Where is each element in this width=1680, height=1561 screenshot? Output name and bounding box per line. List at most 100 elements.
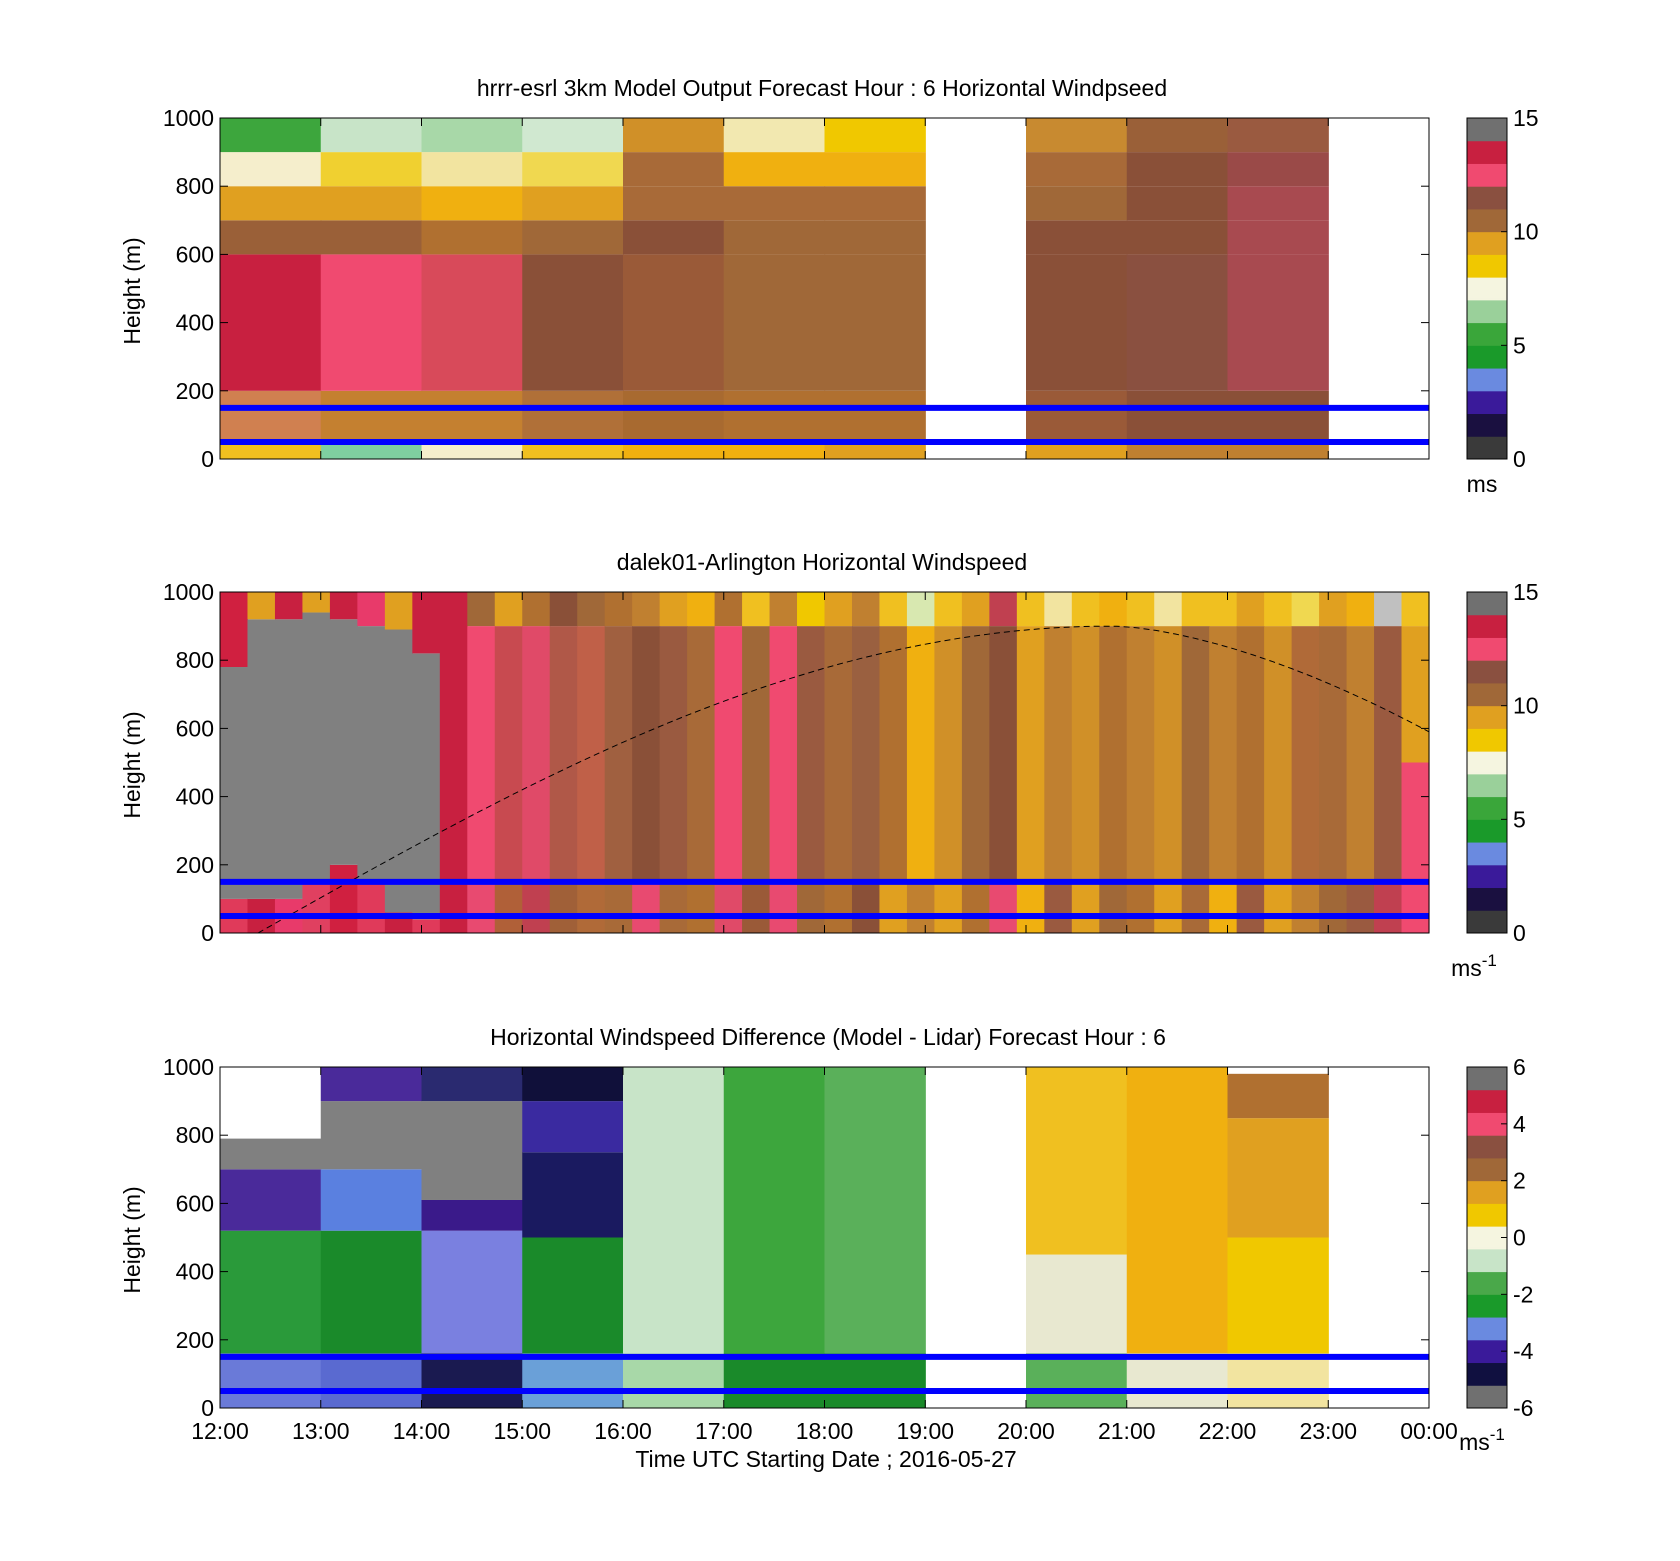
model-cell [623,254,725,391]
difference-colorbar-swatch [1467,1169,1507,1173]
difference-colorbar-swatch [1467,1130,1507,1134]
difference-colorbar-swatch [1467,1314,1507,1318]
lidar-colorbar-swatch [1467,712,1507,716]
lidar-colorbar-swatch [1467,837,1507,841]
lidar-colorbar-swatch [1467,732,1507,736]
lidar-cell [522,881,551,933]
lidar-cell [906,626,936,882]
lidar-colorbar-swatch [1467,830,1507,834]
lidar-cell [412,653,441,920]
lidar-cell [1319,592,1348,627]
lidar-cell [797,626,826,882]
model-colorbar-swatch [1467,170,1507,174]
model-ylabel: Height (m) [119,237,145,344]
lidar-colorbar-swatch [1467,826,1507,829]
difference-colorbar-swatch [1467,1237,1507,1241]
lidar-colorbar-swatch [1467,876,1507,879]
model-colorbar-swatch [1467,143,1507,146]
model-colorbar-swatch [1467,163,1507,167]
lidar-colorbar-swatch [1467,928,1507,932]
lidar-cell [1154,592,1183,627]
model-cell [623,390,725,442]
difference-colorbar-swatch [1467,1239,1507,1243]
lidar-cell [494,592,523,627]
model-colorbar-swatch [1467,443,1507,446]
lidar-cell [1016,592,1045,627]
lidar-cell [1264,626,1293,882]
difference-colorbar-swatch [1467,1207,1507,1211]
difference-cell [320,1353,423,1408]
difference-colorbar-swatch [1467,1255,1507,1259]
model-cell [320,390,423,442]
difference-colorbar-swatch [1467,1353,1507,1357]
difference-colorbar-swatch [1467,1069,1507,1073]
model-colorbar-swatch [1467,197,1507,201]
lidar-colorbar-swatch [1467,894,1507,898]
lidar-cell [989,881,1018,933]
lidar-cell [1291,626,1320,882]
lidar-colorbar-swatch [1467,907,1507,911]
model-y-tick-label: 600 [176,241,214,267]
difference-colorbar-swatch [1467,1126,1507,1129]
model-cell [1026,186,1128,221]
model-colorbar-tick-label: 15 [1513,105,1539,131]
model-cell [824,254,926,391]
difference-colorbar-swatch [1467,1271,1507,1275]
lidar-colorbar-swatch [1467,914,1507,918]
difference-colorbar-swatch [1467,1217,1507,1220]
difference-colorbar-swatch [1467,1371,1507,1375]
lidar-cell [1071,881,1100,933]
difference-colorbar-swatch [1467,1310,1507,1314]
model-colorbar-swatch [1467,343,1507,346]
model-colorbar-swatch [1467,195,1507,199]
lidar-colorbar-swatch [1467,719,1507,723]
difference-cell [522,1353,624,1408]
difference-colorbar-swatch [1467,1392,1507,1395]
lidar-colorbar-swatch [1467,651,1507,654]
difference-colorbar-swatch [1467,1123,1507,1127]
lidar-cell [1374,626,1403,882]
difference-colorbar-swatch [1467,1257,1507,1261]
model-colorbar-swatch [1467,288,1507,292]
model-cell [320,186,423,221]
lidar-cell [659,592,688,627]
lidar-colorbar-swatch [1467,898,1507,902]
lidar-cell [989,626,1018,882]
model-colorbar-swatch [1467,193,1507,196]
model-cell [623,220,725,255]
difference-colorbar-swatch [1467,1187,1507,1191]
model-colorbar-swatch [1467,399,1507,403]
lidar-cell [1044,626,1073,882]
model-cell [723,186,826,221]
lidar-colorbar-swatch [1467,676,1507,679]
model-cell [522,254,624,391]
model-cell [320,152,423,187]
difference-cell [421,1199,523,1231]
difference-colorbar-swatch [1467,1071,1507,1075]
lidar-cell [247,592,276,620]
lidar-colorbar-swatch [1467,760,1507,763]
lidar-colorbar-swatch [1467,610,1507,613]
lidar-colorbar-swatch [1467,764,1507,768]
lidar-cell [1264,881,1293,933]
lidar-cell [467,881,496,933]
lidar-colorbar-swatch [1467,603,1507,607]
x-tick-label: 16:00 [594,1418,652,1444]
lidar-colorbar-swatch [1467,846,1507,850]
lidar-colorbar-swatch [1467,892,1507,895]
model-colorbar-swatch [1467,211,1507,214]
model-colorbar-swatch [1467,379,1507,383]
lidar-cell [1209,592,1238,627]
difference-colorbar-swatch [1467,1367,1507,1370]
model-colorbar-swatch [1467,138,1507,142]
model-cell [623,152,725,187]
model-cell [421,220,523,255]
difference-colorbar-swatch [1467,1164,1507,1168]
model-colorbar-swatch [1467,352,1507,355]
model-cell [1026,254,1128,391]
lidar-colorbar-swatch [1467,857,1507,861]
difference-colorbar-swatch [1467,1178,1507,1182]
difference-colorbar-swatch [1467,1085,1507,1088]
lidar-colorbar-swatch [1467,753,1507,757]
